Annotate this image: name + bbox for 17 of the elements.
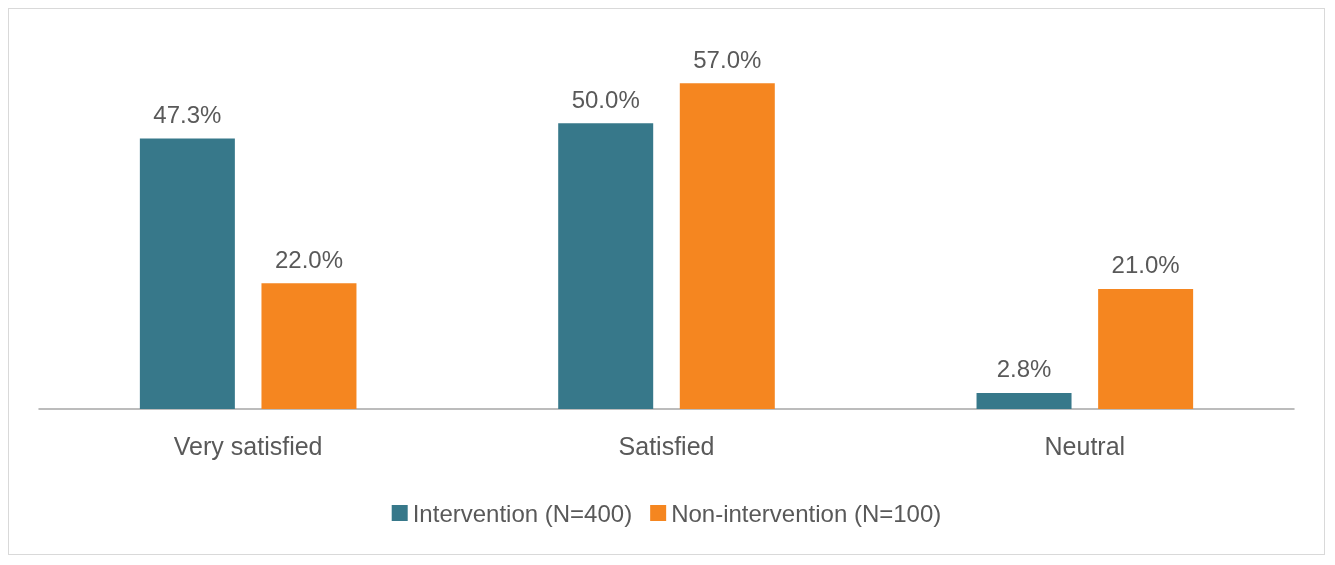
data-label: 22.0% xyxy=(274,245,343,273)
x-tick-label: Neutral xyxy=(1044,431,1126,460)
bar xyxy=(139,138,235,409)
bar xyxy=(1098,288,1194,409)
data-label: 47.3% xyxy=(153,101,222,129)
bar xyxy=(261,283,357,409)
x-tick-label: Satisfied xyxy=(618,431,715,460)
data-label: 21.0% xyxy=(1111,251,1180,279)
data-label: 50.0% xyxy=(571,85,640,113)
bar xyxy=(558,123,654,409)
data-label: 2.8% xyxy=(996,355,1052,383)
bar xyxy=(976,392,1072,409)
x-tick-label: Very satisfied xyxy=(173,431,323,460)
legend-label: Non-intervention (N=100) xyxy=(671,499,942,527)
legend-label: Intervention (N=400) xyxy=(412,499,633,527)
bar xyxy=(679,83,775,409)
data-label: 57.0% xyxy=(693,45,762,73)
